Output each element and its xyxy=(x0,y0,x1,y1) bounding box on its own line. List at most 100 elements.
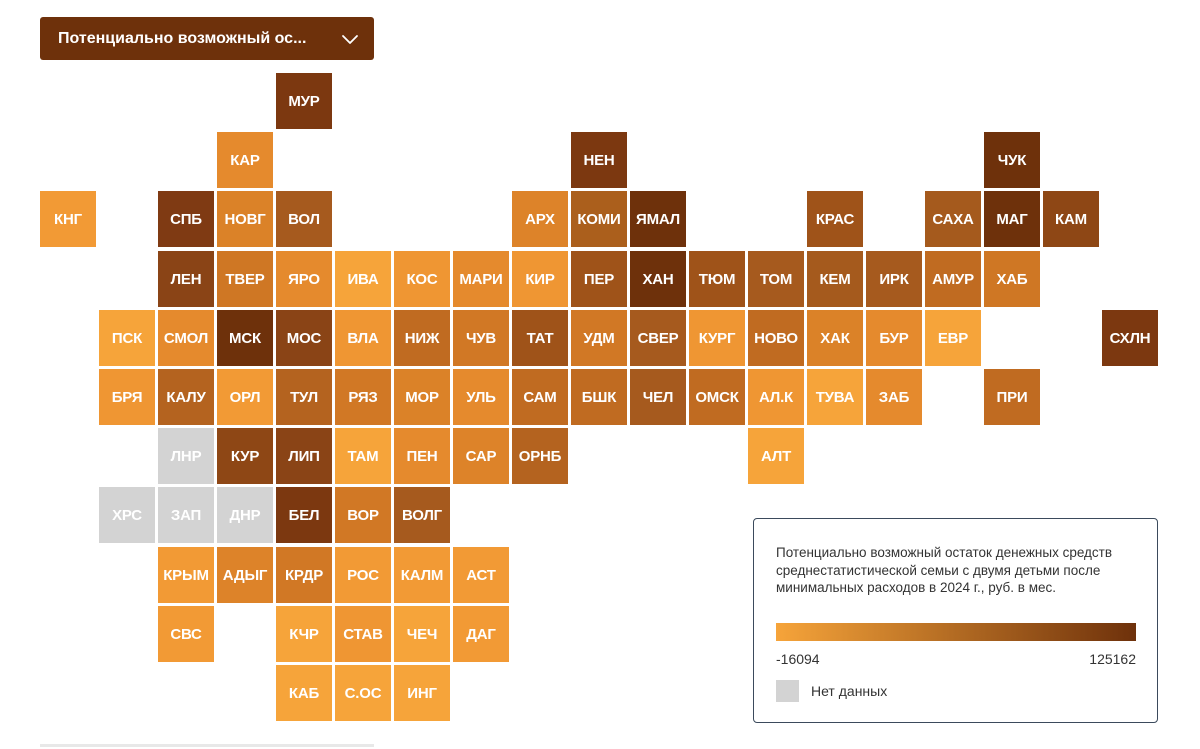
region-tile-днр[interactable]: ДНР xyxy=(217,487,273,543)
region-tile-крдр[interactable]: КРДР xyxy=(276,547,332,603)
region-tile-свер[interactable]: СВЕР xyxy=(630,310,686,366)
region-tile-вол[interactable]: ВОЛ xyxy=(276,191,332,247)
region-tile-тюм[interactable]: ТЮМ xyxy=(689,251,745,307)
legend-min-value: -16094 xyxy=(776,651,820,667)
region-tile-тува[interactable]: ТУВА xyxy=(807,369,863,425)
region-tile-орл[interactable]: ОРЛ xyxy=(217,369,273,425)
region-tile-хаб[interactable]: ХАБ xyxy=(984,251,1040,307)
region-tile-кург[interactable]: КУРГ xyxy=(689,310,745,366)
dropdown-label: Потенциально возможный ос... xyxy=(58,29,307,47)
region-tile-омск[interactable]: ОМСК xyxy=(689,369,745,425)
region-tile-кем[interactable]: КЕМ xyxy=(807,251,863,307)
region-tile-волг[interactable]: ВОЛГ xyxy=(394,487,450,543)
region-tile-саха[interactable]: САХА xyxy=(925,191,981,247)
region-tile-тул[interactable]: ТУЛ xyxy=(276,369,332,425)
legend-title: Потенциально возможный остаток денежных … xyxy=(776,545,1113,595)
region-tile-хак[interactable]: ХАК xyxy=(807,310,863,366)
region-tile-уль[interactable]: УЛЬ xyxy=(453,369,509,425)
region-tile-арх[interactable]: АРХ xyxy=(512,191,568,247)
region-tile-том[interactable]: ТОМ xyxy=(748,251,804,307)
region-tile-мор[interactable]: МОР xyxy=(394,369,450,425)
region-tile-аст[interactable]: АСТ xyxy=(453,547,509,603)
region-tile-бур[interactable]: БУР xyxy=(866,310,922,366)
region-tile-чув[interactable]: ЧУВ xyxy=(453,310,509,366)
region-tile-чел[interactable]: ЧЕЛ xyxy=(630,369,686,425)
region-tile-свс[interactable]: СВС xyxy=(158,606,214,662)
region-tile-ива[interactable]: ИВА xyxy=(335,251,391,307)
region-tile-мари[interactable]: МАРИ xyxy=(453,251,509,307)
region-tile-мос[interactable]: МОС xyxy=(276,310,332,366)
region-tile-крас[interactable]: КРАС xyxy=(807,191,863,247)
region-tile-хрс[interactable]: ХРС xyxy=(99,487,155,543)
region-tile-коми[interactable]: КОМИ xyxy=(571,191,627,247)
region-tile-нен[interactable]: НЕН xyxy=(571,132,627,188)
region-tile-хан[interactable]: ХАН xyxy=(630,251,686,307)
region-tile-лип[interactable]: ЛИП xyxy=(276,428,332,484)
region-tile-вла[interactable]: ВЛА xyxy=(335,310,391,366)
region-tile-крым[interactable]: КРЫМ xyxy=(158,547,214,603)
region-tile-удм[interactable]: УДМ xyxy=(571,310,627,366)
region-tile-рос[interactable]: РОС xyxy=(335,547,391,603)
region-tile-адыг[interactable]: АДЫГ xyxy=(217,547,273,603)
region-tile-там[interactable]: ТАМ xyxy=(335,428,391,484)
region-tile-ново[interactable]: НОВО xyxy=(748,310,804,366)
legend-nodata-swatch xyxy=(776,680,799,702)
region-tile-ряз[interactable]: РЯЗ xyxy=(335,369,391,425)
region-tile-амур[interactable]: АМУР xyxy=(925,251,981,307)
region-tile-пск[interactable]: ПСК xyxy=(99,310,155,366)
region-tile-калу[interactable]: КАЛУ xyxy=(158,369,214,425)
region-tile-ал-к[interactable]: АЛ.К xyxy=(748,369,804,425)
region-tile-вор[interactable]: ВОР xyxy=(335,487,391,543)
region-tile-сам[interactable]: САМ xyxy=(512,369,568,425)
region-tile-евр[interactable]: ЕВР xyxy=(925,310,981,366)
region-tile-ямал[interactable]: ЯМАЛ xyxy=(630,191,686,247)
region-tile-чеч[interactable]: ЧЕЧ xyxy=(394,606,450,662)
region-tile-спб[interactable]: СПБ xyxy=(158,191,214,247)
region-tile-ниж[interactable]: НИЖ xyxy=(394,310,450,366)
region-tile-пер[interactable]: ПЕР xyxy=(571,251,627,307)
region-tile-смол[interactable]: СМОЛ xyxy=(158,310,214,366)
region-tile-кнг[interactable]: КНГ xyxy=(40,191,96,247)
region-tile-каб[interactable]: КАБ xyxy=(276,665,332,721)
region-tile-яро[interactable]: ЯРО xyxy=(276,251,332,307)
legend-color-scale xyxy=(776,623,1136,641)
region-tile-кир[interactable]: КИР xyxy=(512,251,568,307)
region-tile-новг[interactable]: НОВГ xyxy=(217,191,273,247)
region-tile-кар[interactable]: КАР xyxy=(217,132,273,188)
legend-max-value: 125162 xyxy=(1089,651,1136,667)
region-tile-бря[interactable]: БРЯ xyxy=(99,369,155,425)
region-tile-маг[interactable]: МАГ xyxy=(984,191,1040,247)
region-tile-ирк[interactable]: ИРК xyxy=(866,251,922,307)
region-tile-при[interactable]: ПРИ xyxy=(984,369,1040,425)
region-tile-заб[interactable]: ЗАБ xyxy=(866,369,922,425)
region-tile-кам[interactable]: КАМ xyxy=(1043,191,1099,247)
region-tile-чук[interactable]: ЧУК xyxy=(984,132,1040,188)
indicator-dropdown[interactable]: Потенциально возможный ос... xyxy=(40,17,374,60)
region-tile-лнр[interactable]: ЛНР xyxy=(158,428,214,484)
region-tile-твер[interactable]: ТВЕР xyxy=(217,251,273,307)
region-tile-бшк[interactable]: БШК xyxy=(571,369,627,425)
region-tile-инг[interactable]: ИНГ xyxy=(394,665,450,721)
region-tile-мск[interactable]: МСК xyxy=(217,310,273,366)
region-tile-калм[interactable]: КАЛМ xyxy=(394,547,450,603)
region-tile-тат[interactable]: ТАТ xyxy=(512,310,568,366)
region-tile-орнб[interactable]: ОРНБ xyxy=(512,428,568,484)
region-tile-кчр[interactable]: КЧР xyxy=(276,606,332,662)
region-tile-став[interactable]: СТАВ xyxy=(335,606,391,662)
region-tile-с-ос[interactable]: С.ОС xyxy=(335,665,391,721)
region-tile-пен[interactable]: ПЕН xyxy=(394,428,450,484)
bottom-divider xyxy=(40,744,374,747)
legend-nodata-label: Нет данных xyxy=(811,683,888,699)
region-tile-зап[interactable]: ЗАП xyxy=(158,487,214,543)
region-tile-кур[interactable]: КУР xyxy=(217,428,273,484)
region-tile-кос[interactable]: КОС xyxy=(394,251,450,307)
region-tile-даг[interactable]: ДАГ xyxy=(453,606,509,662)
region-tile-мур[interactable]: МУР xyxy=(276,73,332,129)
region-tile-лен[interactable]: ЛЕН xyxy=(158,251,214,307)
legend: Потенциально возможный остаток денежных … xyxy=(753,518,1158,723)
region-tile-бел[interactable]: БЕЛ xyxy=(276,487,332,543)
region-tile-алт[interactable]: АЛТ xyxy=(748,428,804,484)
region-tile-схлн[interactable]: СХЛН xyxy=(1102,310,1158,366)
region-tile-сар[interactable]: САР xyxy=(453,428,509,484)
